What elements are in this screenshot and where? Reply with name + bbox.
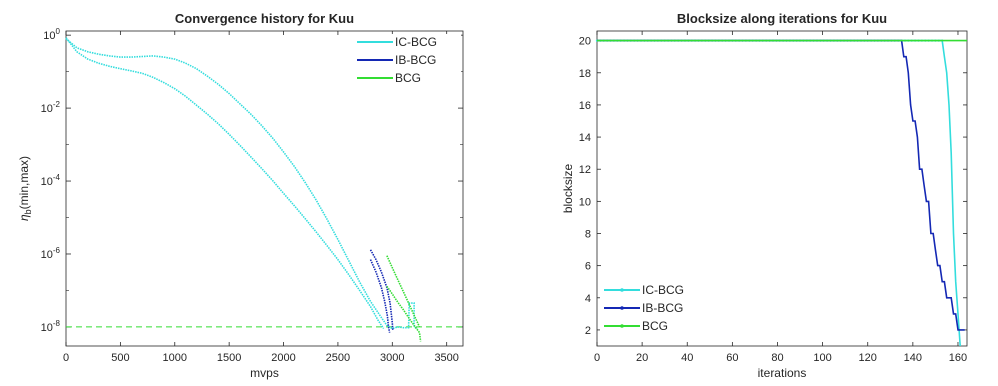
x-tick-label: 0: [63, 352, 69, 364]
y-axis-label: ηb(min,max): [17, 156, 33, 221]
y-tick-label: 12: [579, 164, 591, 176]
y-tick-label: 10: [579, 196, 591, 208]
blocksize-chart: Blocksize along iterations for Kuu 0 20 40…: [561, 11, 968, 380]
legend-label: IC-BCG: [642, 283, 684, 297]
legend-box: [351, 34, 461, 94]
y-tick-label: 10-6: [41, 246, 61, 261]
x-tick-label: 3000: [380, 352, 404, 364]
y-tick-label: 10-4: [41, 173, 61, 188]
y-tick-label: 4: [585, 293, 591, 305]
x-tick-label: 1000: [163, 352, 187, 364]
x-tick-label: 160: [949, 352, 967, 364]
x-tick-label: 20: [636, 352, 648, 364]
legend-label: BCG: [395, 71, 421, 85]
series-line-ic-bcg: [65, 37, 385, 330]
x-tick-label: 60: [726, 352, 738, 364]
series-line-bcg: [386, 255, 421, 328]
y-tick-label: 10-8: [41, 319, 61, 334]
series-line-bcg: [386, 285, 422, 342]
x-tick-label: 120: [859, 352, 877, 364]
legend-marker: [620, 306, 624, 310]
legend-box: [600, 282, 700, 340]
chart-title: Convergence history for Kuu: [175, 11, 354, 26]
legend-marker: [620, 288, 624, 292]
chart-title: Blocksize along iterations for Kuu: [677, 11, 887, 26]
x-axis-label: mvps: [250, 366, 279, 380]
x-tick-label: 1500: [217, 352, 241, 364]
y-tick-label: 14: [579, 132, 591, 144]
series-line-ib-bcg: [597, 39, 965, 331]
legend-label: IB-BCG: [395, 53, 436, 67]
y-tick-label: 16: [579, 100, 591, 112]
x-tick-label: 2000: [271, 352, 295, 364]
series-line-ic-bcg: [65, 38, 418, 330]
legend-label: IB-BCG: [642, 301, 683, 315]
x-tick-label: 40: [681, 352, 693, 364]
x-tick-label: 2500: [326, 352, 350, 364]
y-tick-label: 100: [43, 27, 60, 42]
plot-frame: [596, 30, 968, 347]
plot-frame: [65, 30, 464, 347]
x-tick-label: 500: [111, 352, 129, 364]
legend-marker: [620, 324, 624, 328]
legend-label: BCG: [642, 319, 668, 333]
y-tick-label: 10-2: [41, 100, 61, 115]
y-axis-label: blocksize: [561, 164, 575, 214]
y-tick-label: 6: [585, 261, 591, 273]
x-tick-label: 140: [904, 352, 922, 364]
legend-label: IC-BCG: [395, 35, 437, 49]
x-tick-label: 100: [813, 352, 831, 364]
y-tick-label: 8: [585, 229, 591, 241]
x-axis-label: iterations: [758, 366, 807, 380]
series-line-ib-bcg: [369, 259, 391, 333]
x-tick-label: 3500: [434, 352, 458, 364]
x-tick-label: 0: [594, 352, 600, 364]
y-tick-label: 18: [579, 68, 591, 80]
x-tick-label: 80: [771, 352, 783, 364]
y-tick-label: 2: [585, 325, 591, 337]
convergence-chart: Convergence history for Kuu 0 500 1000 1500…: [17, 11, 464, 380]
y-tick-label: 20: [579, 36, 591, 48]
